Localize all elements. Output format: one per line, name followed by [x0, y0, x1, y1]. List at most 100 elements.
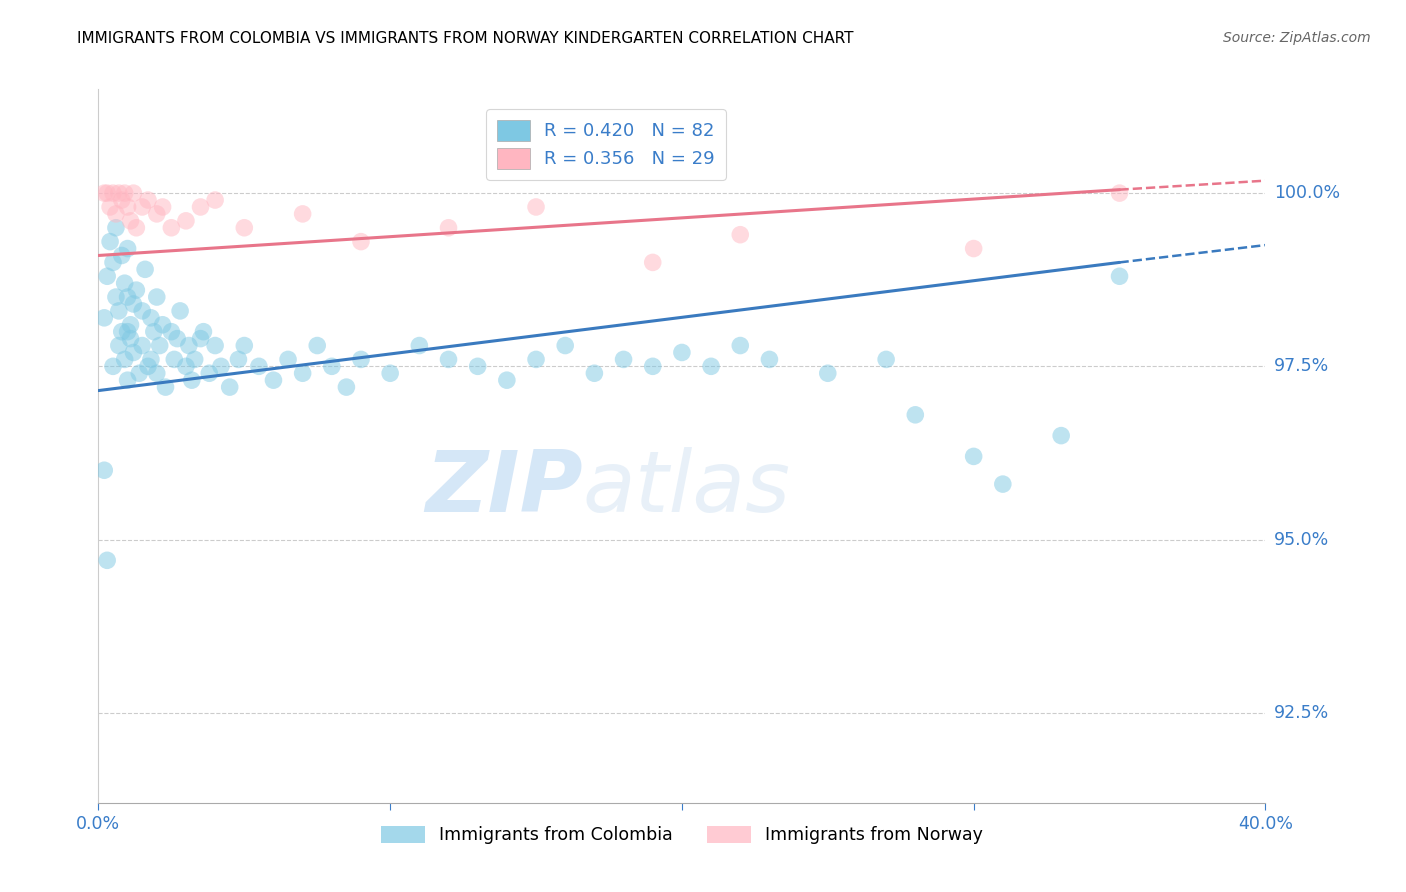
Point — [117, 200, 139, 214]
Point — [700, 359, 723, 374]
Point — [817, 366, 839, 380]
Point — [93, 463, 115, 477]
Point — [104, 290, 127, 304]
Point — [641, 359, 664, 374]
Point — [247, 359, 270, 374]
Point — [108, 304, 131, 318]
Point — [114, 352, 136, 367]
Point — [117, 373, 139, 387]
Point — [111, 325, 134, 339]
Point — [96, 269, 118, 284]
Text: ZIP: ZIP — [425, 447, 582, 531]
Text: atlas: atlas — [582, 447, 790, 531]
Text: Source: ZipAtlas.com: Source: ZipAtlas.com — [1223, 31, 1371, 45]
Point — [101, 255, 124, 269]
Point — [204, 338, 226, 352]
Point — [524, 200, 547, 214]
Point — [183, 352, 205, 367]
Point — [671, 345, 693, 359]
Point — [190, 332, 212, 346]
Point — [108, 186, 131, 201]
Point — [128, 366, 150, 380]
Point — [190, 200, 212, 214]
Point — [307, 338, 329, 352]
Point — [641, 255, 664, 269]
Point — [335, 380, 357, 394]
Point — [93, 186, 115, 201]
Point — [101, 186, 124, 201]
Point — [111, 248, 134, 262]
Point — [163, 352, 186, 367]
Point — [524, 352, 547, 367]
Point — [117, 325, 139, 339]
Point — [177, 338, 200, 352]
Point — [583, 366, 606, 380]
Point — [730, 227, 752, 242]
Text: IMMIGRANTS FROM COLOMBIA VS IMMIGRANTS FROM NORWAY KINDERGARTEN CORRELATION CHAR: IMMIGRANTS FROM COLOMBIA VS IMMIGRANTS F… — [77, 31, 853, 46]
Point — [117, 290, 139, 304]
Point — [104, 207, 127, 221]
Point — [146, 366, 169, 380]
Point — [1050, 428, 1073, 442]
Point — [408, 338, 430, 352]
Point — [233, 338, 256, 352]
Point — [174, 214, 197, 228]
Point — [277, 352, 299, 367]
Point — [291, 207, 314, 221]
Point — [136, 193, 159, 207]
Point — [93, 310, 115, 325]
Point — [136, 359, 159, 374]
Point — [350, 352, 373, 367]
Point — [149, 338, 172, 352]
Point — [152, 200, 174, 214]
Point — [142, 325, 165, 339]
Point — [98, 200, 121, 214]
Point — [160, 220, 183, 235]
Point — [122, 297, 145, 311]
Point — [380, 366, 402, 380]
Point — [437, 352, 460, 367]
Point — [166, 332, 188, 346]
Point — [120, 318, 142, 332]
Point — [962, 450, 984, 464]
Point — [262, 373, 284, 387]
Point — [174, 359, 197, 374]
Point — [228, 352, 250, 367]
Point — [139, 352, 162, 367]
Point — [122, 345, 145, 359]
Point — [122, 186, 145, 201]
Legend: Immigrants from Colombia, Immigrants from Norway: Immigrants from Colombia, Immigrants fro… — [374, 819, 990, 851]
Point — [117, 242, 139, 256]
Point — [730, 338, 752, 352]
Point — [554, 338, 576, 352]
Point — [291, 366, 314, 380]
Point — [198, 366, 221, 380]
Point — [104, 220, 127, 235]
Point — [467, 359, 489, 374]
Point — [139, 310, 162, 325]
Point — [169, 304, 191, 318]
Point — [125, 220, 148, 235]
Text: 92.5%: 92.5% — [1274, 704, 1330, 722]
Point — [233, 220, 256, 235]
Point — [131, 338, 153, 352]
Point — [1108, 269, 1130, 284]
Point — [437, 220, 460, 235]
Point — [962, 242, 984, 256]
Point — [111, 193, 134, 207]
Point — [160, 325, 183, 339]
Text: 97.5%: 97.5% — [1274, 358, 1330, 376]
Point — [1108, 186, 1130, 201]
Point — [218, 380, 240, 394]
Point — [875, 352, 897, 367]
Point — [321, 359, 343, 374]
Point — [96, 553, 118, 567]
Point — [152, 318, 174, 332]
Point — [904, 408, 927, 422]
Point — [155, 380, 177, 394]
Point — [496, 373, 519, 387]
Point — [120, 214, 142, 228]
Point — [209, 359, 232, 374]
Point — [96, 186, 118, 201]
Point — [758, 352, 780, 367]
